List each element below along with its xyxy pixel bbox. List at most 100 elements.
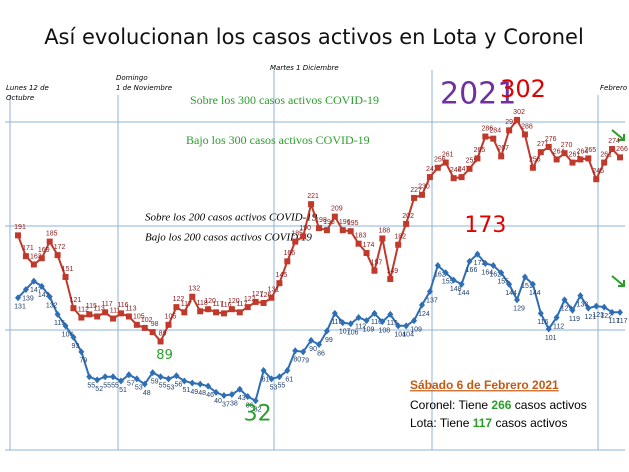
data-label: 115: [387, 320, 398, 327]
data-label: 131: [268, 287, 280, 294]
point: [569, 306, 576, 314]
point: [411, 317, 418, 325]
point: [363, 250, 370, 257]
point: [268, 294, 275, 301]
point: [125, 371, 132, 379]
point: [228, 306, 235, 313]
point: [411, 194, 418, 201]
data-label: 142: [38, 292, 50, 299]
data-label: 155: [442, 279, 454, 286]
data-label: 221: [307, 193, 319, 200]
data-label: 55: [111, 383, 119, 390]
point: [482, 259, 489, 267]
data-label: 132: [188, 286, 200, 293]
point: [426, 174, 433, 181]
point: [189, 293, 196, 300]
point: [482, 133, 489, 140]
data-label: 51: [182, 387, 190, 394]
data-label: 79: [301, 358, 309, 365]
data-label: 40: [214, 398, 222, 405]
point: [577, 292, 584, 300]
data-label: 55: [159, 383, 167, 390]
data-label: 132: [46, 303, 58, 310]
point: [593, 176, 600, 183]
point: [268, 375, 275, 383]
data-label: 98: [151, 321, 159, 328]
point: [236, 309, 243, 316]
point: [62, 322, 69, 330]
data-label: 117: [181, 301, 192, 308]
info-verb: Tiene: [458, 398, 488, 412]
point: [70, 333, 77, 341]
point: [569, 159, 576, 166]
data-label: 46: [206, 392, 214, 399]
data-label: 302: [513, 109, 525, 116]
point: [236, 385, 243, 393]
data-label: 48: [198, 390, 206, 397]
data-label: 105: [133, 314, 145, 321]
point: [474, 250, 481, 258]
data-label: 112: [553, 323, 564, 330]
point: [244, 393, 251, 401]
point: [213, 388, 220, 396]
point: [149, 369, 156, 377]
point: [110, 373, 117, 381]
data-label: 113: [125, 305, 136, 312]
data-label: 157: [371, 260, 383, 267]
point: [141, 324, 148, 331]
data-label: 105: [165, 314, 177, 321]
point: [181, 309, 188, 316]
date-note: Martes 1 Diciembre: [270, 64, 339, 72]
data-label: 99: [325, 337, 333, 344]
point: [46, 293, 53, 301]
data-label: 246: [450, 167, 462, 174]
year-note: 2021: [440, 77, 516, 112]
data-label: 121: [584, 314, 596, 321]
data-label: 59: [151, 378, 159, 385]
data-label: 191: [14, 224, 26, 231]
data-label: 123: [592, 312, 604, 319]
data-label: 55: [103, 383, 111, 390]
data-label: 51: [119, 387, 127, 394]
data-label: 37: [222, 401, 230, 408]
trend-arrow: [611, 275, 625, 287]
data-label: 162: [489, 271, 501, 278]
data-label: 48: [143, 390, 151, 397]
point: [300, 233, 307, 240]
data-label: 227: [410, 187, 422, 194]
max-label: 173: [464, 213, 506, 238]
data-label: 144: [458, 290, 470, 297]
data-label: 185: [291, 230, 303, 237]
data-label: 122: [173, 296, 185, 303]
point: [458, 174, 465, 181]
data-label: 131: [14, 304, 26, 311]
point: [30, 277, 37, 285]
data-label: 117: [212, 301, 223, 308]
point: [205, 306, 212, 313]
point: [458, 280, 465, 288]
point: [308, 336, 315, 344]
data-label: 151: [521, 283, 533, 290]
data-label: 261: [569, 151, 581, 158]
point: [466, 257, 473, 265]
data-label: 264: [553, 148, 565, 155]
point: [506, 280, 513, 288]
data-label: 107: [339, 329, 351, 336]
point: [561, 296, 568, 304]
point: [133, 375, 140, 383]
point: [403, 322, 410, 330]
point: [577, 156, 584, 163]
data-label: 230: [418, 184, 430, 191]
data-label: 104: [394, 332, 406, 339]
data-label: 116: [331, 319, 342, 326]
point: [521, 131, 528, 138]
data-label: 101: [545, 335, 557, 342]
data-label: 117: [616, 318, 627, 325]
info-label: Coronel:: [410, 398, 455, 412]
point: [197, 308, 204, 315]
data-label: 109: [363, 326, 375, 333]
point: [490, 135, 497, 142]
point: [260, 367, 267, 375]
